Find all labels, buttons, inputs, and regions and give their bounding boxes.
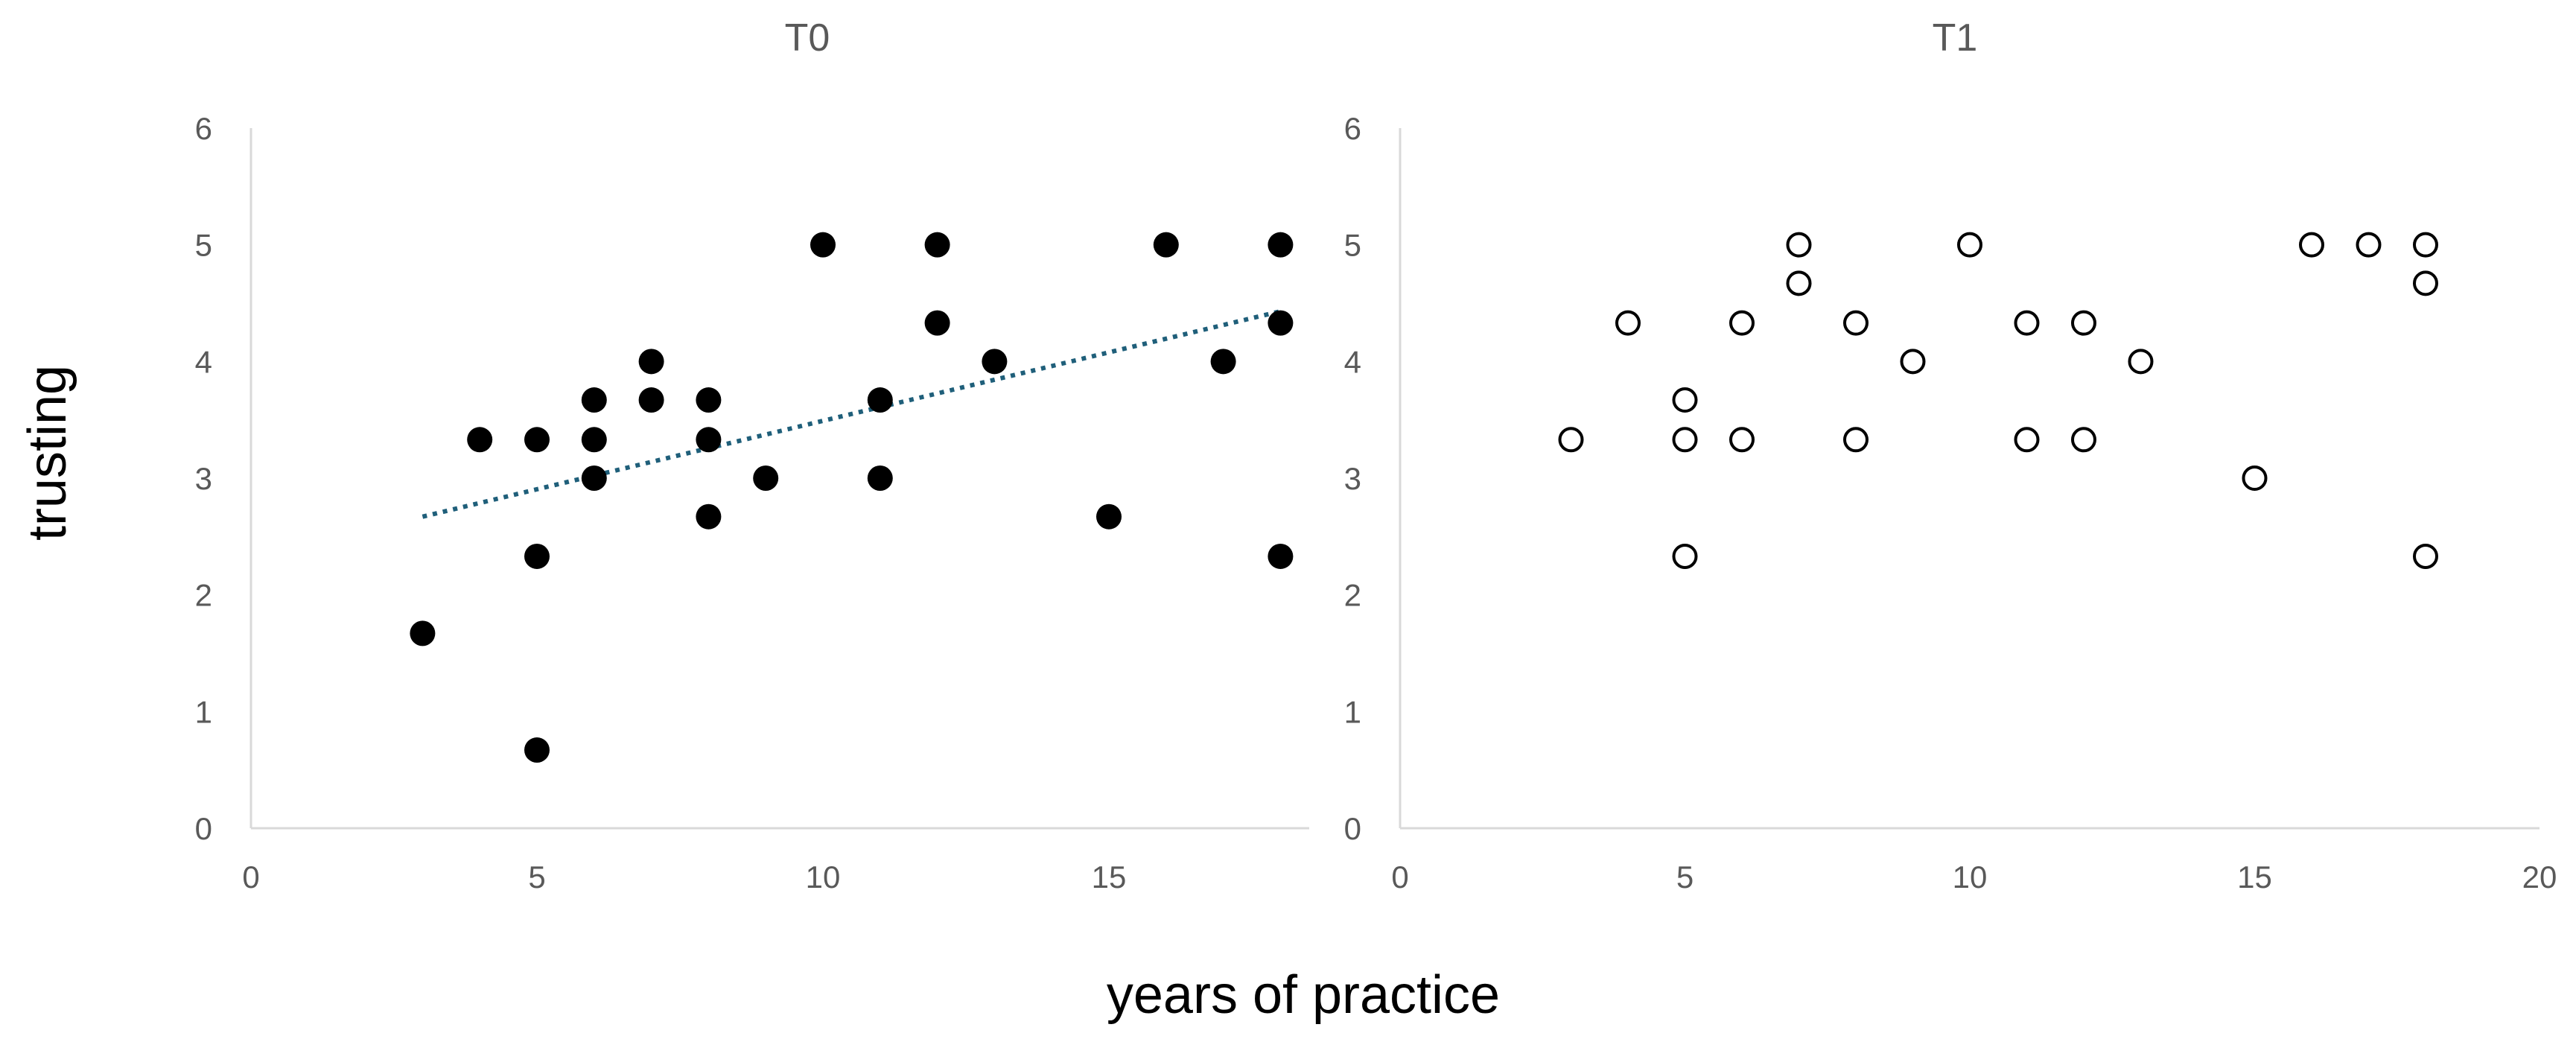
data-point-t0 (467, 427, 493, 453)
data-point-t0 (1210, 349, 1236, 375)
data-point-t1 (2128, 349, 2154, 375)
data-points-t0 (410, 232, 1294, 763)
data-point-t0 (1268, 232, 1294, 258)
data-point-t1 (2299, 232, 2324, 258)
x-axis-title: years of practice (1107, 965, 1500, 1025)
y-tick-label-t0: 2 (195, 578, 212, 613)
data-point-t1 (2014, 427, 2040, 453)
data-point-t0 (1268, 310, 1294, 336)
data-point-t0 (696, 427, 722, 453)
data-point-t1 (1615, 310, 1641, 336)
y-tick-labels-t1: 0 1 2 3 4 5 6 (1344, 111, 1361, 846)
x-tick-labels-t1: 0 5 10 15 20 (1391, 860, 2557, 895)
y-tick-label-t1: 1 (1344, 694, 1361, 729)
data-point-t1 (1672, 387, 1698, 413)
data-point-t1 (1786, 270, 1812, 296)
data-point-t0 (867, 387, 893, 413)
y-tick-labels-t0: 0 1 2 3 4 5 6 (195, 111, 212, 846)
data-point-t0 (696, 387, 722, 413)
data-point-t0 (581, 427, 607, 453)
panel-t1: T1 0 1 2 3 4 5 6 0 5 10 15 20 (1344, 16, 2557, 895)
data-point-t1 (1957, 232, 1982, 258)
data-point-t1 (1729, 427, 1755, 453)
data-point-t0 (581, 466, 607, 491)
data-point-t0 (924, 310, 950, 336)
data-point-t0 (810, 232, 836, 258)
y-tick-label-t0: 6 (195, 111, 212, 146)
data-point-t0 (696, 503, 722, 530)
panel-t0: T0 0 1 2 3 4 5 6 0 5 10 15 (195, 16, 1309, 895)
data-point-t0 (1268, 543, 1294, 569)
x-tick-label-t1: 20 (2522, 860, 2557, 895)
data-point-t0 (1153, 232, 1179, 258)
data-point-t0 (924, 232, 950, 258)
data-point-t0 (524, 543, 550, 569)
data-point-t0 (410, 620, 436, 646)
x-tick-label-t0: 0 (242, 860, 259, 895)
data-point-t1 (2071, 427, 2096, 453)
data-point-t1 (2413, 543, 2438, 569)
x-tick-label-t1: 15 (2237, 860, 2272, 895)
y-tick-label-t1: 4 (1344, 344, 1361, 379)
data-point-t0 (982, 349, 1008, 375)
y-axis-title: trusting (18, 365, 77, 541)
panel-title-t1: T1 (1933, 16, 1978, 60)
data-point-t0 (638, 387, 664, 413)
y-tick-label-t1: 6 (1344, 111, 1361, 146)
trendline-line-t0 (422, 309, 1282, 519)
data-point-t1 (1672, 543, 1698, 569)
data-point-t0 (524, 427, 550, 453)
y-tick-label-t0: 1 (195, 694, 212, 729)
y-tick-label-t1: 5 (1344, 228, 1361, 263)
data-point-t1 (1672, 427, 1698, 453)
x-tick-labels-t0: 0 5 10 15 (242, 860, 1126, 895)
y-tick-label-t1: 0 (1344, 811, 1361, 846)
trendline-t0 (422, 309, 1282, 519)
data-point-t1 (2242, 466, 2268, 491)
data-point-t1 (2356, 232, 2382, 258)
data-points-t1 (1558, 232, 2438, 569)
panel-title-t0: T0 (785, 16, 830, 60)
y-tick-label-t0: 5 (195, 228, 212, 263)
x-tick-label-t1: 0 (1391, 860, 1408, 895)
x-tick-label-t0: 15 (1092, 860, 1127, 895)
data-point-t1 (2014, 310, 2040, 336)
data-point-t0 (638, 349, 664, 375)
data-point-t1 (1900, 349, 1926, 375)
data-point-t0 (524, 737, 550, 763)
y-tick-label-t1: 2 (1344, 578, 1361, 613)
x-tick-label-t1: 10 (1953, 860, 1988, 895)
data-point-t1 (1558, 427, 1584, 453)
data-point-t0 (867, 466, 893, 491)
data-point-t0 (1096, 503, 1122, 530)
data-point-t0 (753, 466, 779, 491)
data-point-t1 (2071, 310, 2096, 336)
x-tick-label-t0: 5 (528, 860, 545, 895)
data-point-t1 (2413, 270, 2438, 296)
y-tick-label-t0: 0 (195, 811, 212, 846)
data-point-t1 (1843, 310, 1869, 336)
data-point-t0 (581, 387, 607, 413)
x-tick-label-t1: 5 (1676, 860, 1694, 895)
y-tick-label-t1: 3 (1344, 461, 1361, 496)
data-point-t1 (1729, 310, 1755, 336)
data-point-t1 (1786, 232, 1812, 258)
y-tick-label-t0: 3 (195, 461, 212, 496)
y-tick-label-t0: 4 (195, 344, 212, 379)
data-point-t1 (1843, 427, 1869, 453)
data-point-t1 (2413, 232, 2438, 258)
x-tick-label-t0: 10 (806, 860, 841, 895)
